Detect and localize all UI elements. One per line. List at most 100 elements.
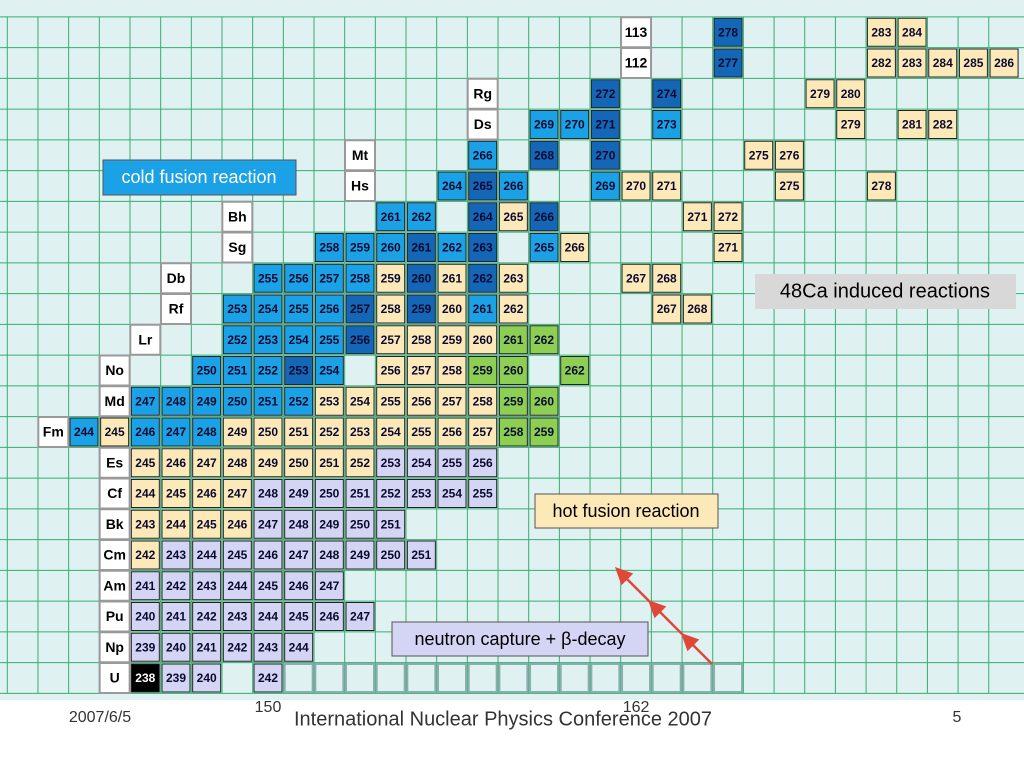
- element-label: No: [105, 362, 124, 378]
- nuclide-cell: [192, 632, 222, 662]
- mass-number: 259: [534, 425, 554, 439]
- element-box: [98, 569, 131, 602]
- nuclide-cell: [130, 509, 160, 539]
- nuclide-cell: [590, 171, 620, 201]
- nuclide-cell: [253, 294, 283, 324]
- mass-number: 243: [197, 579, 217, 593]
- mass-number: 278: [718, 25, 738, 39]
- nuclide-cell: [284, 325, 314, 355]
- empty-cell: [651, 663, 682, 693]
- element-label: Bk: [106, 516, 124, 532]
- mass-number: 270: [595, 148, 615, 162]
- mass-number: 266: [534, 210, 554, 224]
- cold-note-box: [102, 159, 297, 196]
- mass-number: 277: [718, 56, 738, 70]
- mass-number: 238: [135, 671, 155, 685]
- empty-cell: [345, 663, 376, 693]
- nuclide-cell: [222, 325, 252, 355]
- element-box: [129, 323, 162, 356]
- nuclide-cell: [284, 356, 314, 385]
- mass-number: 253: [411, 487, 431, 501]
- mass-number: 254: [411, 456, 431, 470]
- empty-cell: [406, 663, 437, 693]
- mass-number: 251: [381, 517, 401, 531]
- nuclide-cell: [682, 294, 712, 324]
- mass-number: 249: [197, 394, 217, 408]
- nuclide-cell: [682, 202, 712, 232]
- nuclide-cell: [284, 540, 314, 570]
- mass-number: 259: [350, 241, 370, 255]
- nuclide-cell: [253, 479, 283, 508]
- neutron-number: 162: [623, 699, 650, 716]
- mass-number: 252: [350, 456, 370, 470]
- mass-number: 271: [657, 179, 677, 193]
- nuclide-cell: [376, 294, 406, 324]
- mass-number: 239: [135, 640, 155, 654]
- nuclide-cell: [345, 540, 375, 570]
- nuclide-cell: [744, 140, 774, 170]
- nuclide-cell: [406, 325, 436, 355]
- mass-number: 243: [258, 640, 278, 654]
- mass-number: 262: [411, 210, 431, 224]
- nuclide-cell: [406, 202, 436, 232]
- element-box: [37, 416, 70, 448]
- element-label: Es: [106, 454, 123, 470]
- mass-number: 249: [350, 548, 370, 562]
- empty-cell: [529, 663, 560, 693]
- mass-number: 283: [902, 56, 922, 70]
- nuclide-cell: [897, 110, 927, 139]
- mass-number: 245: [166, 487, 186, 501]
- mass-number: 247: [166, 425, 186, 439]
- nuclide-cell: [866, 171, 896, 201]
- nuclide-cell: [560, 233, 590, 262]
- nuclide-cell: [621, 171, 651, 201]
- mass-number: 248: [227, 456, 247, 470]
- nuclide-cell: [314, 294, 344, 324]
- mass-number: 246: [289, 579, 309, 593]
- nuclide-cell: [468, 171, 498, 201]
- mass-number: 286: [994, 56, 1014, 70]
- nuclide-cell: [222, 571, 252, 601]
- mass-number: 247: [289, 548, 309, 562]
- nuclide-cell: [529, 386, 559, 416]
- mass-number: 265: [534, 241, 554, 255]
- mass-number: 270: [626, 179, 646, 193]
- nuclide-cell: [468, 263, 498, 293]
- empty-cell: [621, 663, 652, 693]
- mass-number: 243: [227, 610, 247, 624]
- element-box: [344, 139, 377, 172]
- mass-number: 267: [626, 271, 646, 285]
- mass-number: 242: [197, 610, 217, 624]
- nuclide-cell: [345, 263, 375, 293]
- nuclide-cell: [468, 417, 498, 447]
- mass-number: 255: [289, 302, 309, 316]
- mass-number: 258: [381, 302, 401, 316]
- mass-number: 253: [381, 456, 401, 470]
- nuclide-cell: [284, 294, 314, 324]
- nuclide-cell: [406, 263, 436, 293]
- mass-number: 250: [350, 517, 370, 531]
- mass-number: 246: [258, 548, 278, 562]
- nuclide-cell: [652, 79, 682, 109]
- mass-number: 258: [319, 241, 339, 255]
- mass-number: 282: [871, 56, 891, 70]
- arrow-line: [619, 571, 713, 665]
- nuclide-cells: 238 239 240 242 239 240 241 242 243 244 240 241 242 2…: [69, 17, 1019, 693]
- mass-number: 252: [258, 364, 278, 378]
- nuclide-cell: [222, 448, 252, 478]
- mass-number: 247: [135, 394, 155, 408]
- nuclide-cell: [314, 233, 344, 262]
- nuclide-cell: [345, 448, 375, 478]
- cold-note: cold fusion reaction: [121, 167, 276, 187]
- nuclide-cell: [345, 417, 375, 447]
- mass-number: 284: [933, 56, 953, 70]
- nuclide-cell: [928, 48, 958, 78]
- nuclide-cell: [222, 509, 252, 539]
- mass-number: 240: [197, 671, 217, 685]
- nuclide-cell: [192, 571, 222, 601]
- mass-number: 257: [350, 302, 370, 316]
- nuclide-cell: [468, 294, 498, 324]
- mass-number: 248: [166, 394, 186, 408]
- nuclide-cell: [560, 356, 590, 385]
- nuclide-cell: [253, 448, 283, 478]
